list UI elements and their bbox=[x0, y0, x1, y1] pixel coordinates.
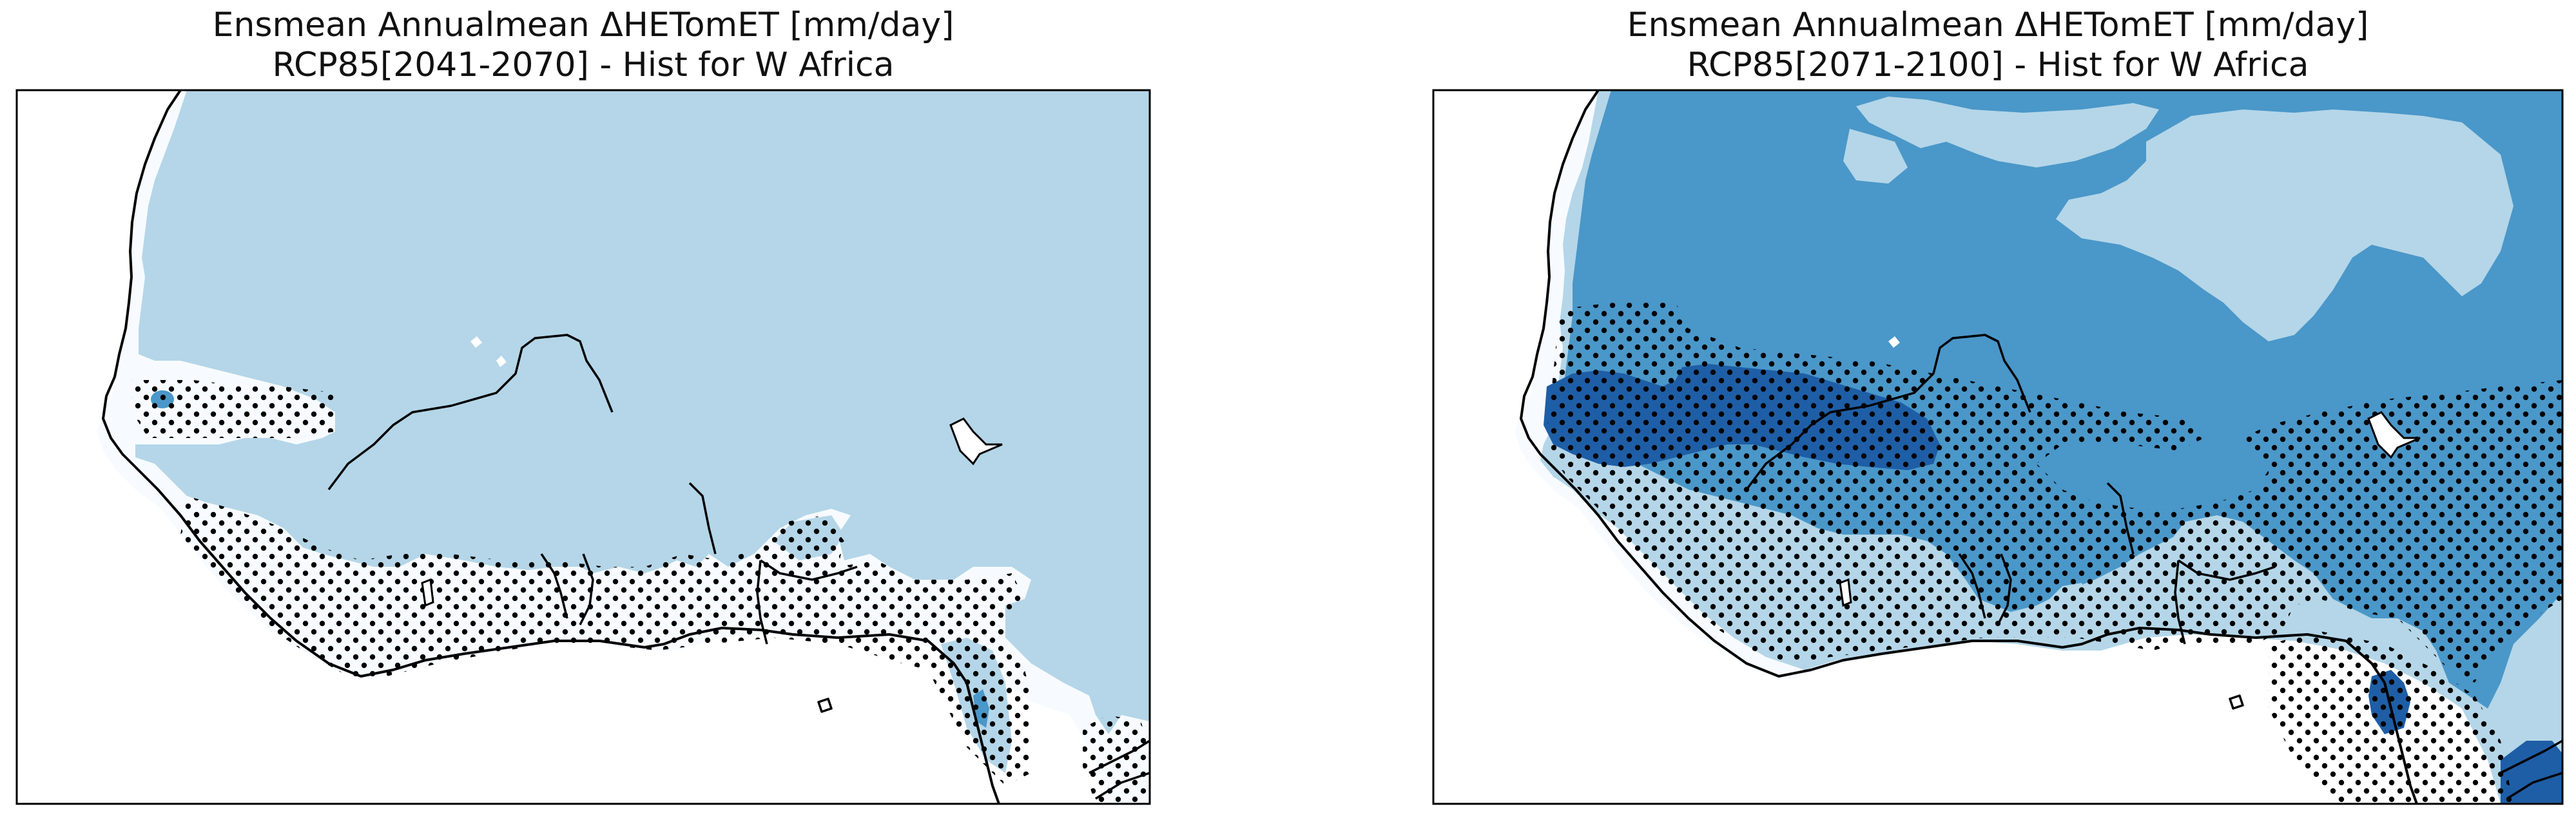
left-lake-chad bbox=[949, 417, 1003, 466]
right-river-niger bbox=[1745, 334, 2031, 491]
left-title-line2: RCP85[2041-2070] - Hist for W Africa bbox=[272, 46, 895, 84]
left-river-western bbox=[540, 553, 568, 619]
left-bioko bbox=[817, 698, 833, 713]
left-congo-coast2 bbox=[1095, 772, 1150, 800]
left-small-gap-2 bbox=[496, 356, 507, 367]
right-small-gap-1 bbox=[1888, 336, 1900, 348]
left-river-volta bbox=[688, 482, 717, 555]
right-panel-title: Ensmean Annualmean ΔHETomET [mm/day] RCP… bbox=[1433, 5, 2562, 85]
right-bioko bbox=[2229, 694, 2244, 710]
right-river-western bbox=[1958, 553, 1986, 619]
right-river-lower-niger bbox=[2174, 560, 2186, 645]
left-river-benue bbox=[760, 559, 858, 581]
left-map bbox=[17, 90, 1150, 804]
right-map bbox=[1433, 90, 2562, 804]
right-lake-kossou bbox=[1839, 578, 1852, 607]
left-lake-kossou bbox=[421, 578, 434, 607]
left-lake-volta bbox=[579, 553, 594, 625]
right-coastline bbox=[1520, 90, 2418, 804]
right-title-line2: RCP85[2071-2100] - Hist for W Africa bbox=[1687, 46, 2309, 84]
right-stipple-southeast bbox=[2269, 631, 2513, 804]
right-river-benue bbox=[2178, 559, 2276, 581]
right-map-frame bbox=[1432, 89, 2564, 805]
right-congo-coast2 bbox=[2506, 772, 2562, 800]
right-congo-coast bbox=[2500, 739, 2562, 774]
right-stipple-west bbox=[1547, 303, 2562, 683]
left-coastline bbox=[102, 90, 1000, 804]
left-congo-coast bbox=[1089, 739, 1150, 774]
left-small-gap-1 bbox=[470, 336, 482, 348]
right-level3-spot-congo bbox=[2501, 741, 2562, 804]
left-map-frame bbox=[15, 89, 1151, 805]
left-panel-title: Ensmean Annualmean ΔHETomET [mm/day] RCP… bbox=[17, 5, 1150, 85]
right-lake-volta bbox=[1997, 553, 2012, 625]
left-land-level1 bbox=[135, 90, 1150, 734]
right-level1-patch-mali bbox=[1843, 129, 1908, 184]
right-title-line1: Ensmean Annualmean ΔHETomET [mm/day] bbox=[1627, 6, 2369, 44]
right-level1-patch-north bbox=[1856, 97, 2159, 167]
right-river-volta bbox=[2106, 482, 2135, 555]
right-level1-patch-east bbox=[2056, 109, 2513, 341]
right-lake-chad bbox=[2367, 411, 2421, 459]
left-title-line1: Ensmean Annualmean ΔHETomET [mm/day] bbox=[212, 6, 954, 44]
left-river-lower-niger bbox=[756, 560, 768, 645]
left-river-niger bbox=[327, 334, 614, 491]
left-stipple-senegal bbox=[132, 380, 335, 438]
